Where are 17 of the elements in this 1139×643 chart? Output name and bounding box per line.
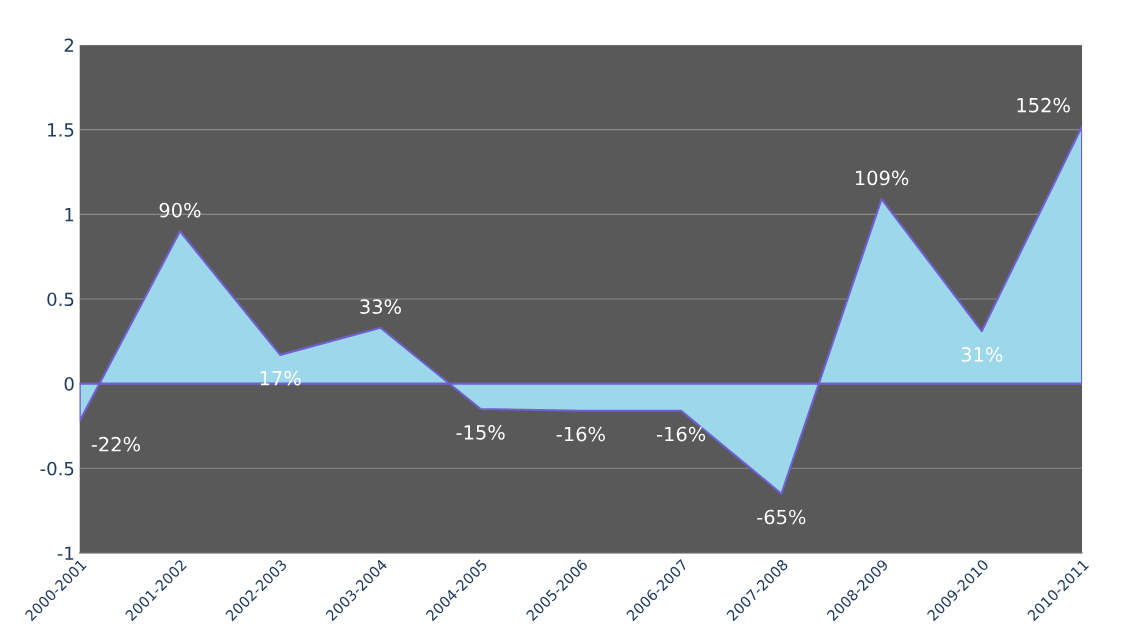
y-tick-label: -0.5 bbox=[40, 461, 74, 476]
y-tick-label: 2 bbox=[64, 38, 74, 52]
y-tick-label: 0.5 bbox=[47, 292, 74, 307]
data-label: 90% bbox=[159, 202, 201, 218]
data-label: -16% bbox=[656, 426, 706, 442]
data-label: -22% bbox=[91, 436, 140, 452]
y-tick-label: -1 bbox=[57, 546, 74, 560]
data-label: 31% bbox=[961, 347, 1003, 362]
data-label: 109% bbox=[855, 170, 909, 186]
data-label: -65% bbox=[757, 509, 806, 525]
data-label: 33% bbox=[360, 299, 401, 314]
y-tick-label: 1 bbox=[65, 208, 74, 222]
data-label: 152% bbox=[1017, 97, 1070, 113]
data-label: -15% bbox=[456, 424, 505, 440]
data-label: -16% bbox=[556, 426, 605, 442]
y-tick-label: 1.5 bbox=[48, 123, 74, 137]
y-tick-label: 0 bbox=[64, 377, 74, 391]
